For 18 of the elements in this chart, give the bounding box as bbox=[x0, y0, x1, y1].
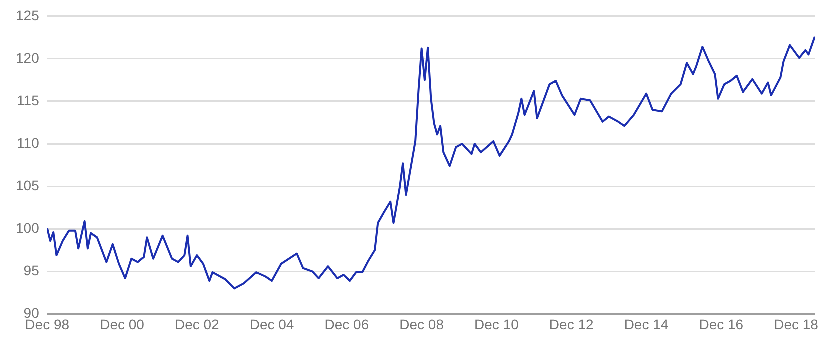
x-tick-label: Dec 04 bbox=[250, 316, 294, 332]
x-tick-label: Dec 06 bbox=[324, 316, 370, 332]
x-tick-label: Dec 12 bbox=[549, 316, 594, 332]
x-tick-label: Dec 14 bbox=[624, 316, 669, 332]
y-tick-label: 120 bbox=[16, 50, 40, 66]
y-tick-label: 90 bbox=[24, 305, 40, 322]
x-tick-label: Dec 10 bbox=[474, 316, 520, 332]
x-tick-label: Dec 18 bbox=[774, 316, 819, 332]
y-tick-label: 125 bbox=[16, 7, 40, 24]
y-tick-label: 105 bbox=[16, 177, 40, 194]
x-tick-label: Dec 02 bbox=[174, 316, 220, 332]
y-tick-label: 100 bbox=[16, 220, 40, 236]
y-tick-label: 95 bbox=[24, 262, 40, 279]
x-tick-label: Dec 00 bbox=[100, 316, 145, 332]
x-tick-label: Dec 16 bbox=[699, 316, 744, 332]
y-tick-label: 110 bbox=[17, 134, 40, 151]
x-tick-label: Dec 08 bbox=[400, 316, 444, 332]
y-tick-label: 115 bbox=[17, 92, 40, 108]
